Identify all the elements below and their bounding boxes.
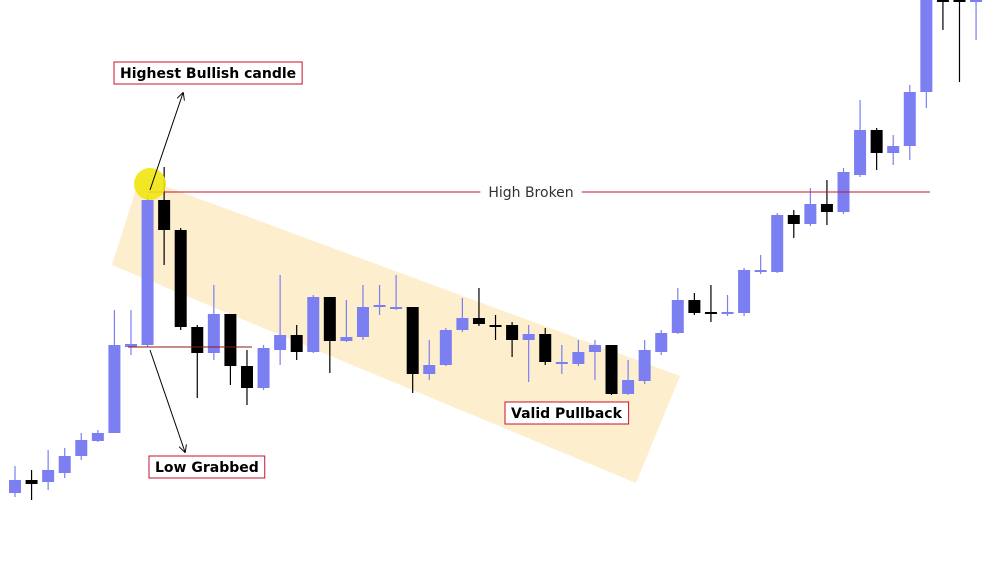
candle-body [373,305,386,307]
highlight-circle [134,168,166,200]
candle-body [903,92,916,146]
candle-body [539,334,552,362]
candle-body [75,440,88,456]
pullback-label-box [504,401,630,425]
highest-label: Highest Bullish candle [120,66,296,82]
low-label: Low Grabbed [155,460,259,476]
candle-body [721,312,734,314]
pullback-label: Valid Pullback [511,406,623,422]
candle-body [953,0,966,2]
candle-body [290,335,303,352]
candle-body [274,335,287,350]
candle-body [887,146,900,153]
candle-body [456,318,469,330]
candle-body [141,200,154,345]
candle-body [224,314,237,366]
candle-body [174,230,187,327]
overlay: High Broken Highest Bullish candle Low Gra… [113,61,930,479]
candle-body [340,337,353,341]
candle-body [489,325,502,327]
candle-body [870,130,883,153]
candle-body [936,0,949,2]
candle-body [738,270,751,313]
candle-body [25,480,38,484]
candle-body [522,334,535,340]
candle-body [820,204,833,212]
candle-body [572,352,585,364]
candle-body [920,0,933,92]
candle-body [108,345,121,433]
candle-body [754,270,767,272]
candle-body [323,297,336,341]
candle-body [771,215,784,272]
candle-body [356,307,369,337]
candle-body [240,366,253,388]
candle-body [506,325,519,340]
candle-body [472,318,485,324]
candle-body [158,200,171,230]
candle-body [191,327,204,353]
candle-body [970,0,983,2]
candle-body [42,470,55,482]
candle-body [390,307,403,309]
highest-label-box [113,61,303,85]
high-broken-label: High Broken [488,185,573,201]
candle-body [671,300,684,333]
candle-body [854,130,867,175]
candle-body [423,365,436,374]
candle-body [622,380,635,394]
candle-body [257,348,270,388]
candle-body [406,307,419,374]
candle-body [704,312,717,314]
candle-body [439,330,452,365]
arrow [149,349,185,452]
candle-body [9,480,21,493]
arrow [149,93,183,191]
candle-body [787,215,800,224]
candle-body [804,204,817,224]
candle-body [91,433,104,441]
candle-body [655,333,668,352]
candle-body [688,300,701,313]
candles [9,0,983,500]
candle-body [605,345,618,394]
low-label-box [148,455,266,479]
candle-body [555,362,568,364]
candle-body [588,345,601,352]
candle-body [58,456,71,473]
candle-body [307,297,320,352]
label-gap [480,189,582,195]
candle-body [638,350,651,381]
candle-body [124,344,137,347]
candle-body [207,314,220,353]
